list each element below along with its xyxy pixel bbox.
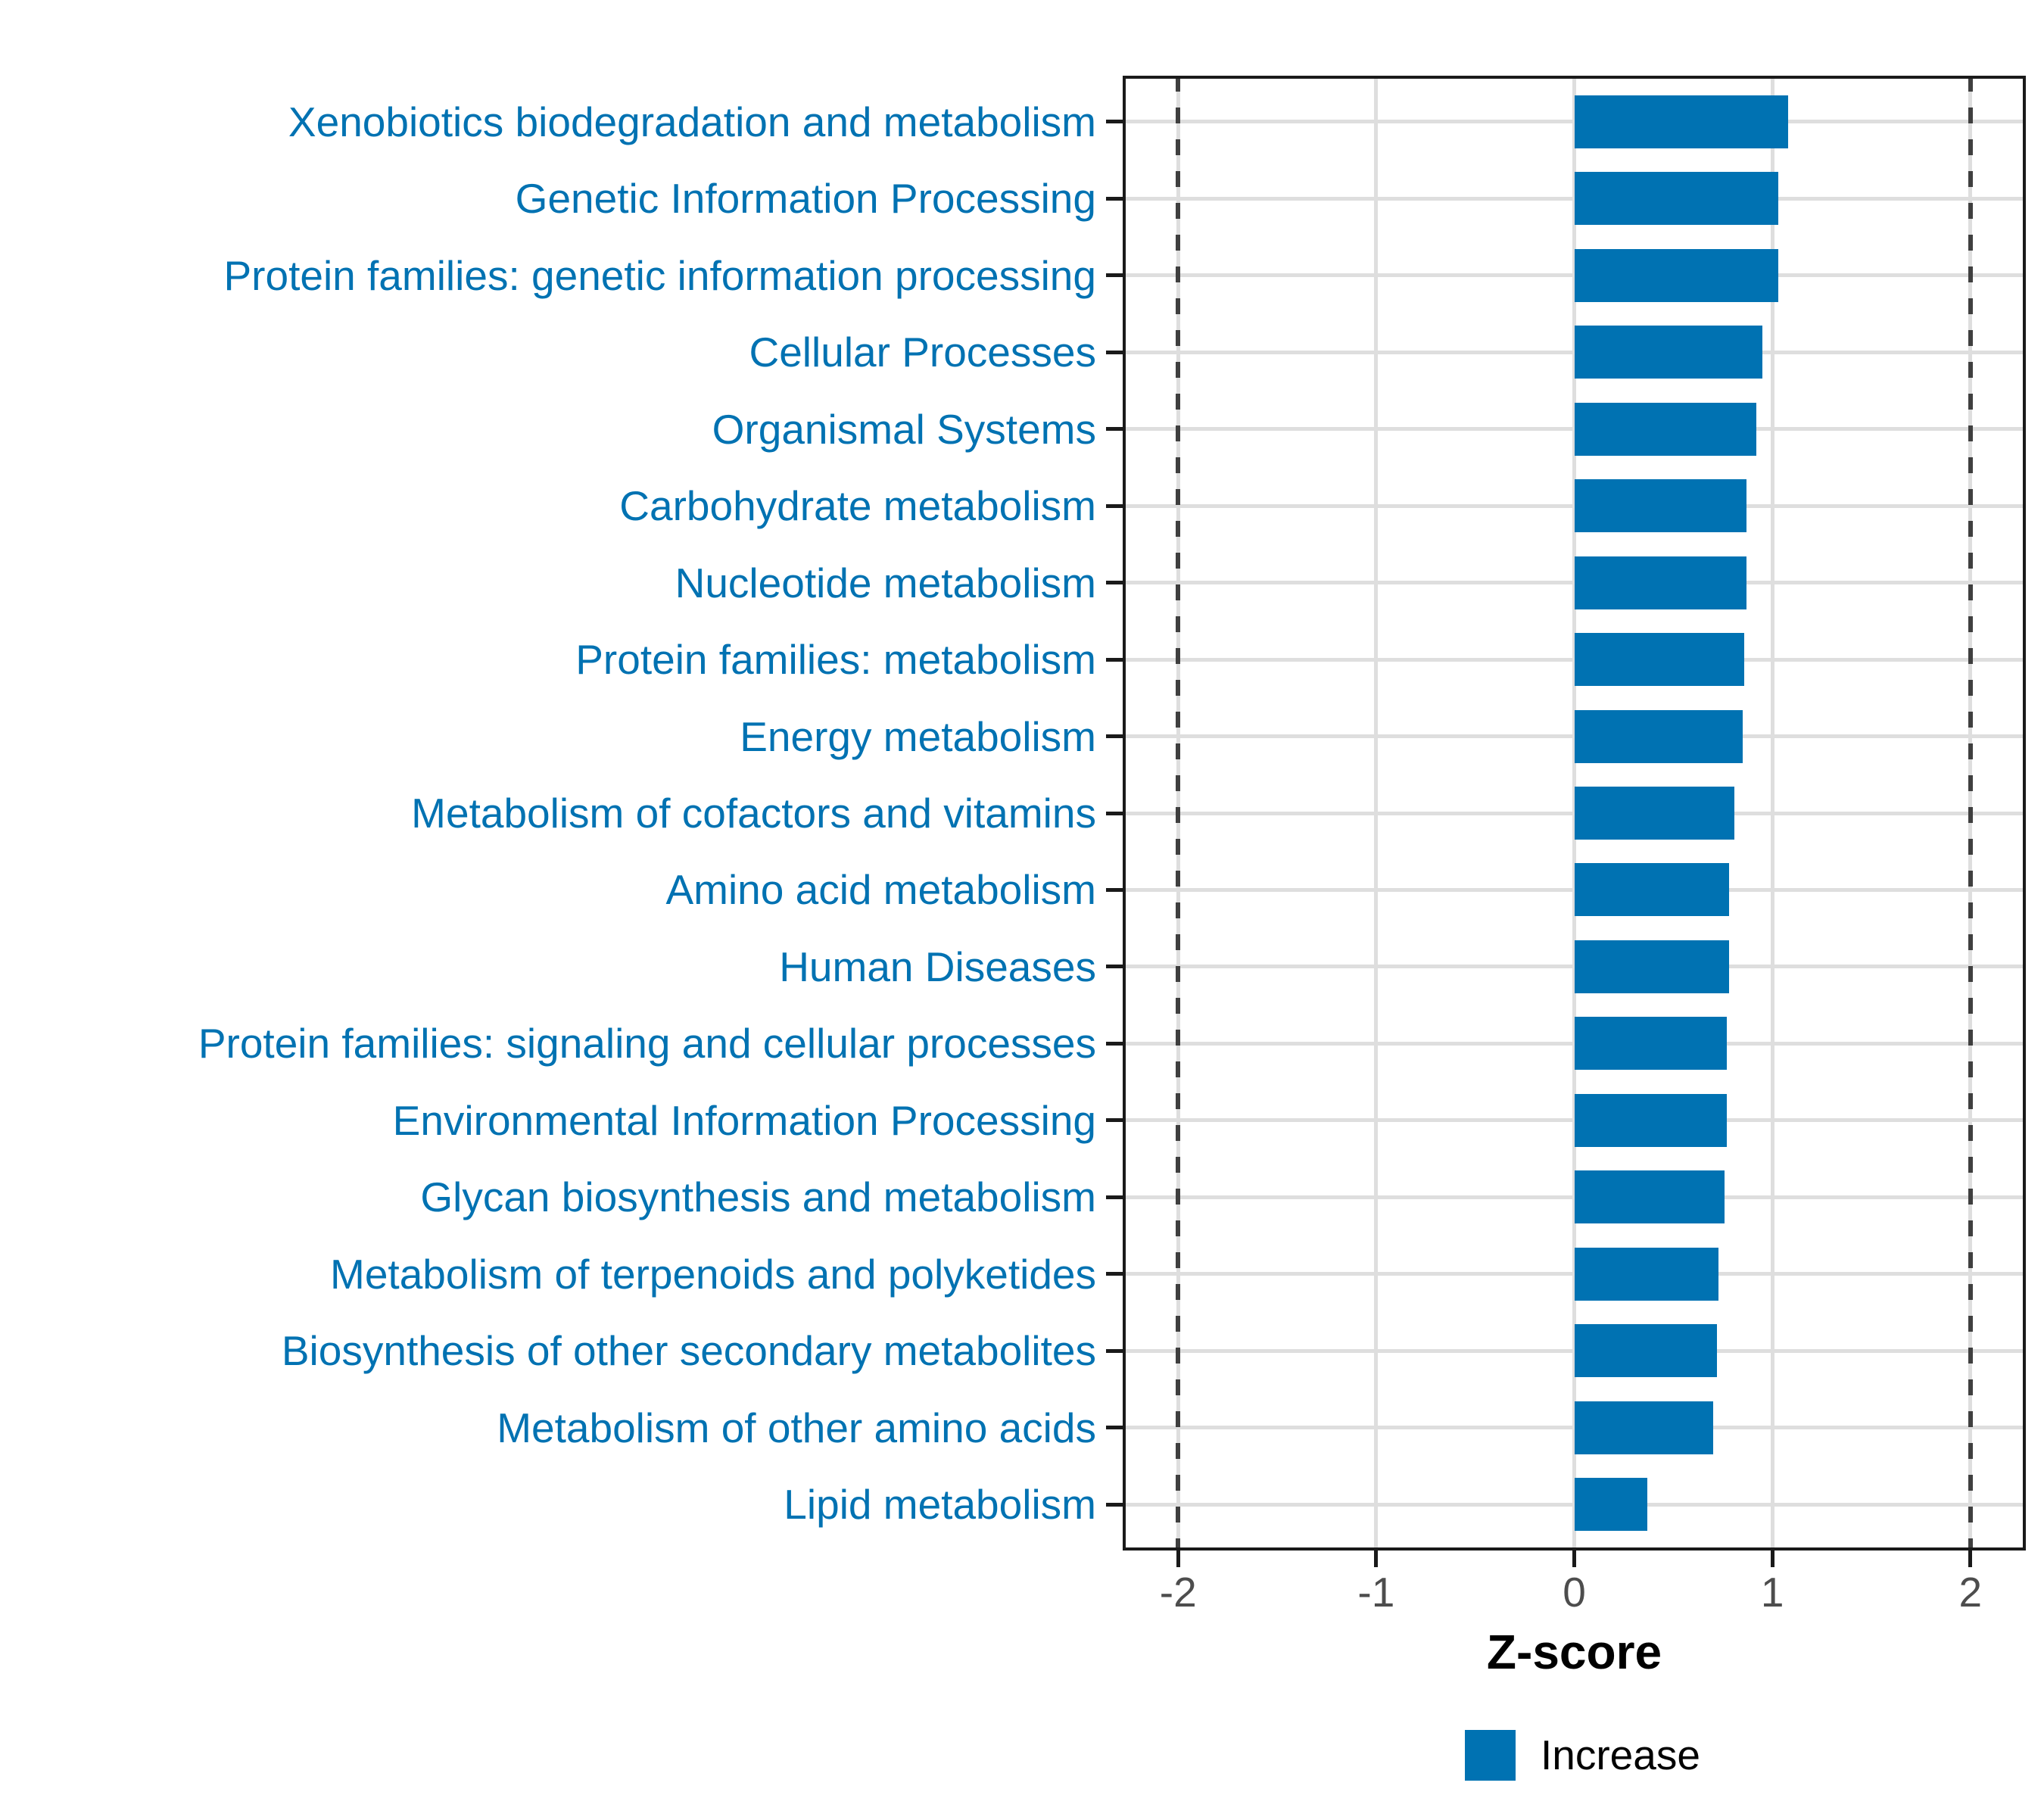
- y-tick: [1106, 1041, 1123, 1046]
- bar-metabolism-of-cofactors-and-vitamins: [1574, 787, 1735, 840]
- y-axis-label: Cellular Processes: [749, 329, 1096, 376]
- y-tick: [1106, 1348, 1123, 1353]
- y-axis-label: Organismal Systems: [712, 405, 1096, 453]
- legend: Increase: [1465, 1730, 1700, 1781]
- x-tick-label-2: 2: [1958, 1569, 1983, 1616]
- bar-protein-families-metabolism: [1574, 633, 1745, 687]
- y-tick: [1106, 1272, 1123, 1276]
- bar-amino-acid-metabolism: [1574, 863, 1729, 917]
- y-tick: [1106, 581, 1123, 585]
- y-tick: [1106, 887, 1123, 892]
- x-tick-label-0: 0: [1563, 1569, 1586, 1616]
- bar-lipid-metabolism: [1574, 1478, 1648, 1532]
- y-axis-label: Biosynthesis of other secondary metaboli…: [281, 1327, 1096, 1375]
- y-tick: [1106, 273, 1123, 278]
- y-axis-label: Nucleotide metabolism: [675, 559, 1096, 606]
- bar-biosynthesis-of-other-secondary-metabolites: [1574, 1324, 1717, 1378]
- y-tick: [1106, 734, 1123, 739]
- y-axis-label: Lipid metabolism: [784, 1481, 1096, 1529]
- x-tick-label-1: 1: [1760, 1569, 1784, 1616]
- bar-environmental-information-processing: [1574, 1093, 1727, 1147]
- y-tick: [1106, 350, 1123, 354]
- bar-human-diseases: [1574, 940, 1729, 993]
- y-tick: [1106, 120, 1123, 124]
- y-tick: [1106, 503, 1123, 508]
- y-axis-label: Human Diseases: [779, 943, 1096, 990]
- bar-cellular-processes: [1574, 326, 1763, 379]
- bar-glycan-biosynthesis-and-metabolism: [1574, 1170, 1725, 1224]
- bar-genetic-information-processing: [1574, 172, 1778, 226]
- bar-carbohydrate-metabolism: [1574, 479, 1747, 533]
- legend-label: Increase: [1541, 1731, 1700, 1778]
- bar-protein-families-signaling-and-cellular-processes: [1574, 1017, 1727, 1071]
- y-tick: [1106, 1502, 1123, 1507]
- y-axis-label: Amino acid metabolism: [665, 866, 1096, 914]
- bar-protein-families-genetic-information-processing: [1574, 248, 1778, 302]
- y-tick: [1106, 811, 1123, 815]
- bar-energy-metabolism: [1574, 709, 1743, 763]
- y-axis-label: Environmental Information Processing: [392, 1096, 1096, 1144]
- y-axis-label: Carbohydrate metabolism: [619, 482, 1096, 530]
- x-tick: [1176, 1551, 1180, 1567]
- bar-xenobiotics-biodegradation-and-metabolism: [1574, 95, 1789, 148]
- reference-line-2: [1968, 76, 1973, 1551]
- bar-metabolism-of-other-amino-acids: [1574, 1401, 1713, 1454]
- y-axis-label: Glycan biosynthesis and metabolism: [420, 1173, 1096, 1221]
- y-axis-label: Protein families: metabolism: [575, 636, 1096, 684]
- y-axis-label: Energy metabolism: [740, 712, 1096, 760]
- y-tick: [1106, 1426, 1123, 1430]
- y-tick: [1106, 1118, 1123, 1123]
- y-axis-label: Protein families: signaling and cellular…: [198, 1020, 1096, 1067]
- y-axis-label: Metabolism of other amino acids: [497, 1404, 1096, 1451]
- x-axis-title: Z-score: [1486, 1625, 1662, 1679]
- x-tick: [1968, 1551, 1973, 1567]
- y-axis-label: Protein families: genetic information pr…: [223, 251, 1096, 299]
- y-axis-label: Xenobiotics biodegradation and metabolis…: [288, 98, 1096, 145]
- y-axis-label: Metabolism of terpenoids and polyketides: [330, 1250, 1096, 1298]
- plot-panel: [1123, 76, 2026, 1551]
- bar-metabolism-of-terpenoids-and-polyketides: [1574, 1247, 1719, 1301]
- reference-line--2: [1176, 76, 1181, 1551]
- bar-organismal-systems: [1574, 402, 1757, 456]
- y-axis-label: Genetic Information Processing: [515, 175, 1096, 223]
- x-tick: [1374, 1551, 1379, 1567]
- y-tick: [1106, 657, 1123, 662]
- x-tick-label--2: -2: [1159, 1569, 1197, 1616]
- y-tick: [1106, 1195, 1123, 1199]
- y-axis-label: Metabolism of cofactors and vitamins: [411, 790, 1096, 837]
- legend-key-swatch: [1465, 1730, 1516, 1781]
- bar-nucleotide-metabolism: [1574, 556, 1747, 609]
- x-tick-label--1: -1: [1357, 1569, 1395, 1616]
- x-tick: [1770, 1551, 1774, 1567]
- x-tick: [1572, 1551, 1576, 1567]
- y-tick: [1106, 196, 1123, 201]
- y-tick: [1106, 427, 1123, 432]
- y-tick: [1106, 965, 1123, 969]
